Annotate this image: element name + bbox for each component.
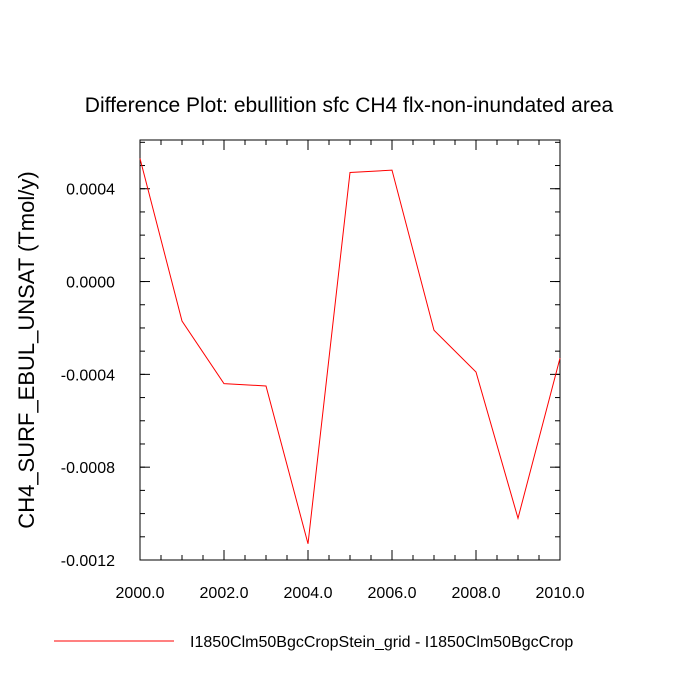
x-tick-label: 2004.0 xyxy=(284,585,333,602)
x-tick-label: 2002.0 xyxy=(200,585,249,602)
series-line xyxy=(139,158,561,544)
series-layer xyxy=(139,158,561,544)
y-tick-label: -0.0012 xyxy=(61,553,115,570)
y-axis: 0.0004 0.0000 -0.0004 -0.0008 -0.0012 xyxy=(61,182,560,570)
x-tick-label: 2000.0 xyxy=(116,585,165,602)
y-tick-label: -0.0004 xyxy=(61,367,115,384)
y-tick-label: -0.0008 xyxy=(61,460,115,477)
legend: I1850Clm50BgcCropStein_grid - I1850Clm50… xyxy=(54,634,573,651)
y-axis-title: CH4_SURF_EBUL_UNSAT (Tmol/y) xyxy=(14,171,39,528)
x-tick-label: 2006.0 xyxy=(368,585,417,602)
plot-frame xyxy=(139,139,561,561)
y-tick-label: 0.0000 xyxy=(66,275,115,292)
x-tick-label: 2008.0 xyxy=(452,585,501,602)
chart-title: Difference Plot: ebullition sfc CH4 flx-… xyxy=(85,94,614,117)
x-axis: 2000.0 2002.0 2004.0 2006.0 2008.0 2010.0 xyxy=(116,140,585,602)
x-tick-label: 2010.0 xyxy=(536,585,585,602)
y-tick-label: 0.0004 xyxy=(66,182,115,199)
minor-ticks xyxy=(139,140,561,561)
legend-label: I1850Clm50BgcCropStein_grid - I1850Clm50… xyxy=(190,634,573,651)
